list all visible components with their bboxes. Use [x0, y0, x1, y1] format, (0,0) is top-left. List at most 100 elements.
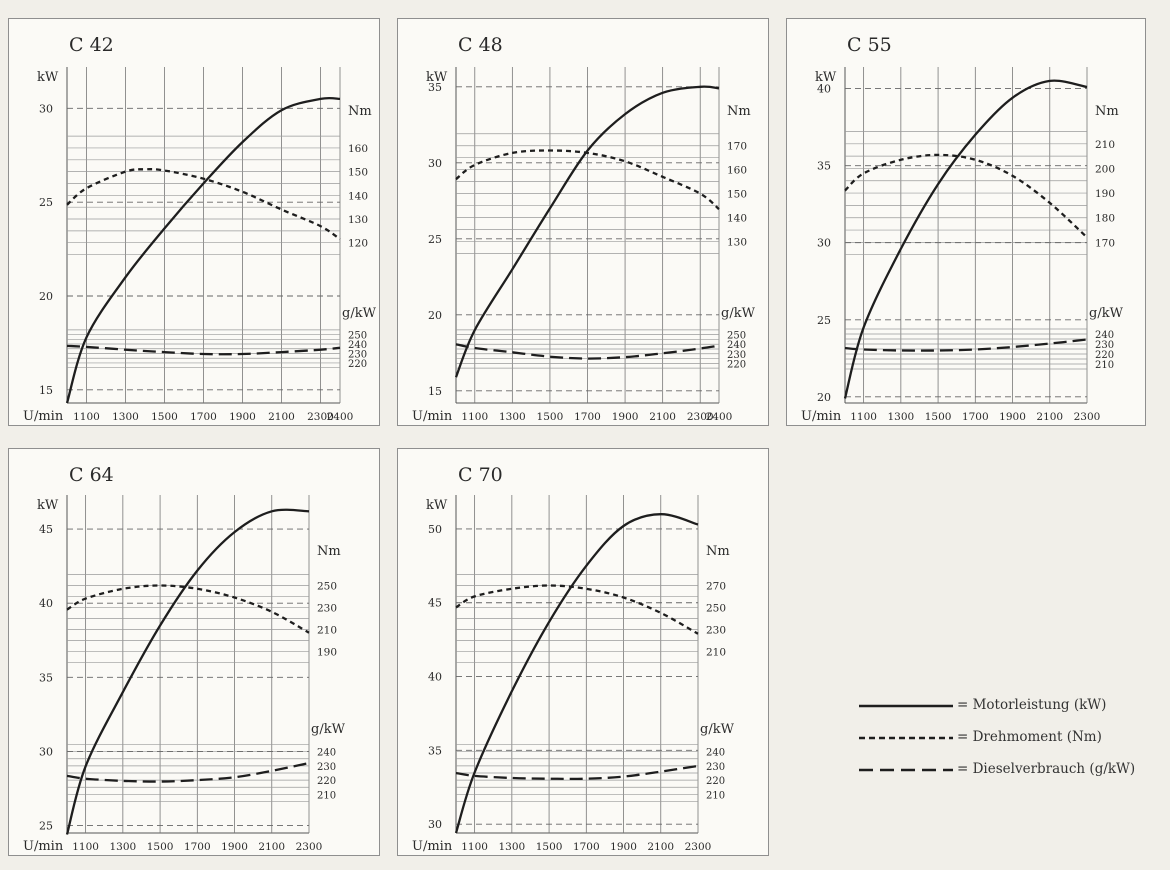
chart-svg: 20 25 30 35 40 C 55 kW Nm 170 180 190 200 210 g/kW 210… — [801, 34, 1124, 424]
gkw-tick-label: 230 — [348, 349, 367, 360]
x-tick-label: 1700 — [573, 841, 600, 853]
nm-tick-label: 170 — [727, 141, 747, 153]
kw-tick-label: 30 — [39, 102, 53, 115]
series-line-gkw — [455, 343, 720, 360]
kw-tick-label: 45 — [428, 597, 442, 610]
x-tick-label: 1500 — [151, 411, 178, 423]
series-line-kw — [843, 79, 1088, 399]
legend-item-power: = Motorleistung (kW) — [855, 694, 1165, 718]
x-tick-label: 2300 — [296, 841, 323, 853]
legend-dashed-line — [859, 768, 953, 772]
gkw-axis-label: g/kW — [1089, 306, 1124, 321]
x-axis-label: U/min — [801, 409, 842, 424]
nm-axis-label: Nm — [317, 544, 341, 559]
nm-axis-label: Nm — [348, 104, 372, 119]
series-line-kw — [65, 96, 341, 404]
nm-tick-label: 130 — [727, 236, 747, 248]
series-line-kw — [65, 508, 310, 835]
gkw-tick-label: 240 — [727, 340, 746, 351]
kw-axis-label: kW — [37, 70, 59, 85]
x-tick-label: 1500 — [147, 841, 174, 853]
gkw-tick-label: 220 — [706, 776, 725, 787]
series-line-nm — [455, 584, 699, 635]
x-tick-label: 2100 — [647, 841, 674, 853]
chart-panel-c70: 30 35 40 45 50 C 70 kW Nm 210 230 250 270 g/kW 210 220… — [397, 448, 769, 856]
nm-tick-label: 230 — [317, 602, 337, 614]
x-tick-label: 1300 — [887, 411, 914, 423]
nm-tick-label: 160 — [348, 143, 368, 155]
nm-tick-label: 130 — [348, 214, 368, 226]
x-tick-label: 1900 — [610, 841, 637, 853]
kw-tick-label: 25 — [39, 196, 53, 209]
nm-tick-label: 150 — [348, 167, 368, 179]
x-tick-label: 1100 — [850, 411, 877, 423]
kw-axis-label: kW — [426, 498, 448, 513]
kw-axis-label: kW — [426, 70, 448, 85]
chart-panel-c42: 15 20 25 30 C 42 kW Nm 120 130 140 150 160 g/kW 220 23… — [8, 18, 380, 426]
nm-tick-label: 210 — [1095, 139, 1115, 151]
x-tick-label: 2300 — [1074, 411, 1101, 423]
x-tick-label: 1500 — [925, 411, 952, 423]
legend-dotted-line — [859, 736, 953, 740]
legend-label-torque: = Drehmoment (Nm) — [957, 729, 1102, 745]
chart-panel-c64: 25 30 35 40 45 C 64 kW Nm 190 210 230 250 g/kW 210 220… — [8, 448, 380, 856]
kw-tick-label: 40 — [817, 83, 831, 96]
x-tick-label: 1100 — [73, 411, 100, 423]
series-line-nm — [66, 584, 310, 634]
gkw-tick-label: 240 — [1095, 330, 1114, 341]
legend-item-consumption: = Dieselverbrauch (g/kW) — [855, 758, 1165, 782]
gkw-tick-label: 230 — [706, 762, 725, 773]
gkw-tick-label: 240 — [348, 340, 367, 351]
x-tick-label: 1900 — [612, 411, 639, 423]
kw-tick-label: 25 — [39, 820, 53, 833]
gkw-tick-label: 250 — [348, 331, 367, 342]
x-tick-label: 1900 — [221, 841, 248, 853]
kw-axis-label: kW — [815, 70, 837, 85]
nm-tick-label: 140 — [727, 213, 747, 225]
chart-title: C 55 — [847, 34, 892, 56]
chart-panel-c48: 15 20 25 30 35 C 48 kW Nm 130 140 150 160 170 g/kW 220… — [397, 18, 769, 426]
x-tick-label: 1700 — [184, 841, 211, 853]
x-tick-label: 1100 — [461, 411, 488, 423]
x-tick-label: 2100 — [649, 411, 676, 423]
x-tick-label: 1300 — [499, 411, 526, 423]
nm-tick-label: 250 — [317, 580, 337, 592]
x-tick-label: 1500 — [537, 411, 564, 423]
x-tick-label: 2400 — [327, 411, 354, 423]
nm-tick-label: 210 — [317, 624, 337, 636]
x-axis-label: U/min — [23, 409, 64, 424]
kw-tick-label: 40 — [428, 671, 442, 684]
x-tick-label: 2300 — [685, 841, 712, 853]
kw-tick-label: 50 — [428, 523, 442, 536]
gkw-tick-label: 250 — [727, 331, 746, 342]
x-tick-label: 2400 — [706, 411, 733, 423]
kw-axis-label: kW — [37, 498, 59, 513]
chart-title: C 48 — [458, 34, 503, 56]
legend-solid-line — [859, 704, 953, 708]
nm-tick-label: 160 — [727, 165, 747, 177]
kw-tick-label: 15 — [39, 384, 53, 397]
gkw-tick-label: 220 — [348, 359, 367, 370]
legend-item-torque: = Drehmoment (Nm) — [855, 726, 1165, 750]
x-tick-label: 2300 — [307, 411, 334, 423]
gkw-tick-label: 230 — [317, 762, 336, 773]
chart-panel-c55: 20 25 30 35 40 C 55 kW Nm 170 180 190 200 210 g/kW 210… — [786, 18, 1146, 426]
gkw-axis-label: g/kW — [700, 722, 735, 737]
x-tick-label: 1700 — [962, 411, 989, 423]
nm-tick-label: 180 — [1095, 213, 1115, 225]
legend: = Motorleistung (kW) = Drehmoment (Nm) =… — [855, 688, 1165, 788]
chart-svg: 30 35 40 45 50 C 70 kW Nm 210 230 250 270 g/kW 210 220… — [412, 464, 735, 854]
chart-svg: 25 30 35 40 45 C 64 kW Nm 190 210 230 250 g/kW 210 220… — [23, 464, 346, 854]
gkw-tick-label: 230 — [727, 350, 746, 361]
nm-tick-label: 210 — [706, 646, 726, 658]
legend-label-consumption: = Dieselverbrauch (g/kW) — [957, 761, 1136, 777]
gkw-tick-label: 210 — [1095, 360, 1114, 371]
nm-tick-label: 170 — [1095, 237, 1115, 249]
x-tick-label: 1700 — [574, 411, 601, 423]
kw-tick-label: 20 — [817, 391, 831, 404]
x-tick-label: 2300 — [687, 411, 714, 423]
x-tick-label: 1900 — [999, 411, 1026, 423]
nm-axis-label: Nm — [706, 544, 730, 559]
kw-tick-label: 35 — [428, 744, 442, 757]
